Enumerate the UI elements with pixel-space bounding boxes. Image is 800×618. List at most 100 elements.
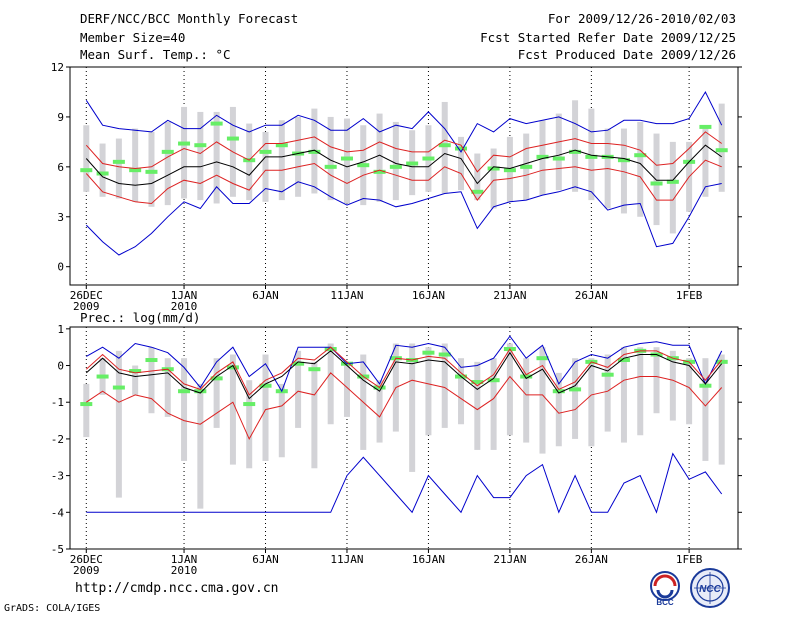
range-bar <box>669 350 676 421</box>
y-tick-label: -1 <box>51 396 64 409</box>
range-bar <box>604 354 611 432</box>
y-tick-label: 6 <box>57 161 64 174</box>
mean-plus-sd-line <box>85 346 723 396</box>
range-bar <box>555 113 562 191</box>
range-bar <box>637 347 644 436</box>
range-bar <box>441 343 448 428</box>
observed-mark <box>145 358 158 363</box>
observed-mark <box>292 361 305 366</box>
x-tick-label: 1JAN <box>171 289 198 302</box>
observed-mark <box>422 156 435 161</box>
grads-credit: GrADS: COLA/IGES <box>4 603 101 614</box>
range-bar <box>523 358 530 443</box>
y-tick-label: -5 <box>51 543 64 556</box>
ncc-logo: NCC <box>690 568 730 608</box>
observed-mark <box>275 143 288 148</box>
observed-mark <box>520 374 533 379</box>
range-bar <box>278 120 285 201</box>
range-bar <box>425 347 432 436</box>
observed-mark <box>536 154 549 159</box>
observed-mark <box>243 402 256 407</box>
range-bar <box>262 354 269 461</box>
y-tick-label: 0 <box>57 360 64 373</box>
observed-mark <box>178 141 191 146</box>
range-bar <box>653 133 660 226</box>
x-tick-year-label: 2009 <box>73 300 100 313</box>
range-bar <box>164 121 171 206</box>
observed-mark <box>699 383 712 388</box>
range-bar <box>197 383 204 509</box>
observed-mark <box>210 376 223 381</box>
y-tick-label: 1 <box>57 323 64 336</box>
x-tick-label: 6JAN <box>252 553 279 566</box>
x-tick-year-label: 2010 <box>171 300 198 313</box>
range-bar <box>295 116 302 197</box>
y-tick-label: 3 <box>57 211 64 224</box>
range-bar <box>637 121 644 217</box>
x-tick-label: 26JAN <box>575 553 608 566</box>
x-tick-year-label: 2010 <box>171 564 198 577</box>
x-tick-label: 1FEB <box>676 289 703 302</box>
range-bar <box>311 361 318 469</box>
x-tick-label: 16JAN <box>412 553 445 566</box>
fcst-started-date: Fcst Started Refer Date 2009/12/25 <box>480 30 736 45</box>
observed-mark <box>650 181 663 186</box>
observed-mark <box>569 387 582 392</box>
y-tick-label: 12 <box>51 61 64 74</box>
range-bar <box>653 347 660 414</box>
range-bar <box>458 358 465 425</box>
observed-mark <box>324 347 337 352</box>
observed-mark <box>308 367 321 372</box>
x-tick-label: 26JAN <box>575 289 608 302</box>
observed-mark <box>389 164 402 169</box>
range-bar <box>490 148 497 209</box>
observed-mark <box>80 168 93 173</box>
range-bar <box>376 380 383 443</box>
observed-mark <box>226 365 239 370</box>
range-bar <box>686 358 693 425</box>
observed-mark <box>552 156 565 161</box>
range-bar <box>181 106 188 199</box>
x-tick-label: 1JAN <box>171 553 198 566</box>
range-bar <box>262 131 269 202</box>
observed-mark <box>340 156 353 161</box>
range-bar <box>588 108 595 201</box>
observed-mark <box>129 168 142 173</box>
observed-mark <box>438 143 451 148</box>
observed-mark <box>617 358 630 363</box>
precip-variable-label: Prec.: log(mm/d) <box>80 310 201 325</box>
observed-mark <box>422 350 435 355</box>
range-bar <box>99 143 106 197</box>
range-bar <box>718 103 725 192</box>
range-bar <box>148 347 155 414</box>
range-bar <box>409 343 416 472</box>
website-url[interactable]: http://cmdp.ncc.cma.gov.cn <box>75 581 279 596</box>
range-bar <box>392 121 399 201</box>
forecast-period: For 2009/12/26-2010/02/03 <box>547 11 736 26</box>
member-max-line <box>85 90 723 153</box>
observed-mark <box>666 179 679 184</box>
observed-mark <box>715 148 728 153</box>
range-bar <box>181 358 188 461</box>
y-tick-label: 9 <box>57 111 64 124</box>
x-tick-label: 21JAN <box>493 553 526 566</box>
observed-mark <box>617 158 630 163</box>
x-tick-label: 1FEB <box>676 553 703 566</box>
y-tick-label: -3 <box>51 470 64 483</box>
y-tick-label: -4 <box>51 506 65 519</box>
range-bar <box>327 116 334 201</box>
range-bar <box>474 153 481 201</box>
x-tick-label: 11JAN <box>330 553 363 566</box>
x-tick-label: 16JAN <box>412 289 445 302</box>
observed-mark <box>585 154 598 159</box>
observed-mark <box>112 385 125 390</box>
range-bar <box>83 383 90 438</box>
observed-mark <box>324 164 337 169</box>
observed-mark <box>96 374 109 379</box>
observed-mark <box>536 356 549 361</box>
plot-frame <box>69 66 739 286</box>
range-bar <box>295 350 302 428</box>
